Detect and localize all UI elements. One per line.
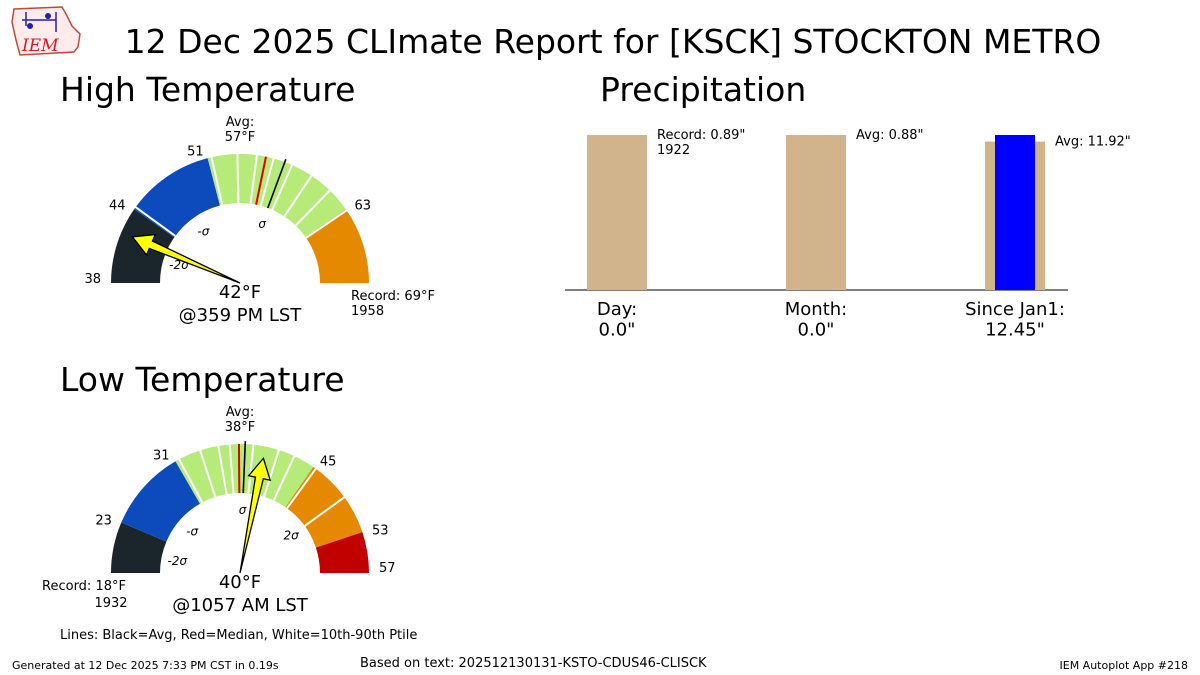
precip-category-label: Since Jan1: 12.45" — [965, 299, 1065, 341]
percentile-line — [134, 205, 176, 237]
percentile-line — [305, 208, 349, 239]
low-temperature-title: Low Temperature — [60, 360, 345, 399]
precip-category-label: Day: 0.0" — [597, 299, 637, 341]
percentile-line — [304, 495, 346, 527]
percentile-line — [228, 443, 235, 494]
precip-bar — [786, 135, 846, 290]
observed-time: @359 PM LST — [179, 305, 303, 326]
sigma-label: 2σ — [284, 529, 300, 543]
gauge-tick-label: 51 — [187, 144, 204, 159]
observed-needle — [239, 457, 272, 574]
record-year: 1932 — [94, 596, 127, 611]
precipitation-chart: Record: 0.89" 1922 Day: 0.0" Avg: 0.88" Month… — [565, 128, 1131, 341]
percentile-line — [210, 155, 224, 206]
based-on-text: Based on text: 202512130131-KSTO-CDUS46-… — [360, 656, 707, 671]
gauge-band — [134, 158, 220, 238]
average-line — [267, 158, 287, 209]
precip-annotation: Avg: 0.88" — [856, 128, 924, 143]
sigma-label: σ — [258, 217, 266, 231]
precip-annotation: Avg: 11.92" — [1055, 135, 1131, 150]
percentile-line — [198, 449, 217, 498]
gauge-tick-label: 44 — [109, 199, 126, 214]
percentile-line — [283, 174, 313, 217]
gauge-tick-label: 63 — [354, 199, 371, 214]
observed-value: 42°F — [219, 282, 261, 303]
observed-needle — [131, 233, 241, 284]
percentile-line — [217, 444, 228, 495]
sigma-label: -σ — [197, 224, 209, 238]
precip-observed-bar — [995, 135, 1035, 290]
precip-annotation: Record: 0.89" 1922 — [657, 128, 745, 158]
percentile-line — [177, 457, 204, 503]
record-label: Record: 18°F — [42, 579, 126, 594]
gauge-tick-label: 31 — [153, 448, 170, 463]
percentile-line — [272, 454, 296, 501]
low-temperature-gauge: -2σ -σ σ 2σ Avg: 38°F 23 31 45 53 57 40°F@1057 AM L… — [42, 405, 396, 616]
median-line — [255, 156, 267, 205]
gauge-tick-label: 45 — [320, 454, 337, 469]
sigma-label: -σ — [186, 525, 198, 539]
precipitation-title: Precipitation — [600, 70, 807, 109]
gauge-band — [315, 532, 369, 573]
observed-value: 40°F — [219, 572, 261, 593]
percentile-line — [247, 443, 255, 494]
percentile-line — [259, 157, 275, 207]
percentile-line — [249, 153, 259, 204]
gauge-tick-label: 23 — [95, 513, 112, 528]
generated-note: Generated at 12 Dec 2025 7:33 PM CST in … — [12, 659, 279, 672]
percentile-line — [286, 467, 318, 509]
gauge-tick-label: 53 — [372, 524, 389, 539]
gauge-tick-label: 57 — [379, 561, 396, 576]
percentile-line — [294, 188, 332, 227]
sigma-label: σ — [239, 503, 247, 517]
page-title: 12 Dec 2025 CLImate Report for [KSCK] ST… — [124, 22, 1102, 61]
percentile-line — [271, 163, 294, 211]
sigma-label: -2σ — [168, 554, 188, 568]
lines-legend-note: Lines: Black=Avg, Red=Median, White=10th… — [60, 628, 418, 643]
record-label: Record: 69°F 1958 — [351, 289, 435, 319]
iem-logo: IEM — [11, 6, 81, 56]
average-label: Avg: 38°F — [225, 405, 256, 435]
percentile-line — [236, 153, 240, 204]
app-label: IEM Autoplot App #218 — [1059, 659, 1189, 672]
gauge-band — [207, 154, 346, 238]
average-label: Avg: 57°F — [225, 115, 256, 145]
gauge-band — [285, 466, 363, 548]
average-line — [242, 441, 247, 494]
gauge-band — [111, 522, 167, 573]
observed-time: @1057 AM LST — [172, 595, 309, 616]
percentile-line — [263, 448, 281, 498]
precip-category-label: Month: 0.0" — [785, 299, 847, 341]
high-temperature-title: High Temperature — [60, 70, 356, 109]
precip-bar — [587, 135, 647, 290]
gauge-band — [121, 461, 200, 542]
gauge-tick-label: 38 — [84, 272, 101, 287]
logo-text: IEM — [21, 36, 59, 56]
